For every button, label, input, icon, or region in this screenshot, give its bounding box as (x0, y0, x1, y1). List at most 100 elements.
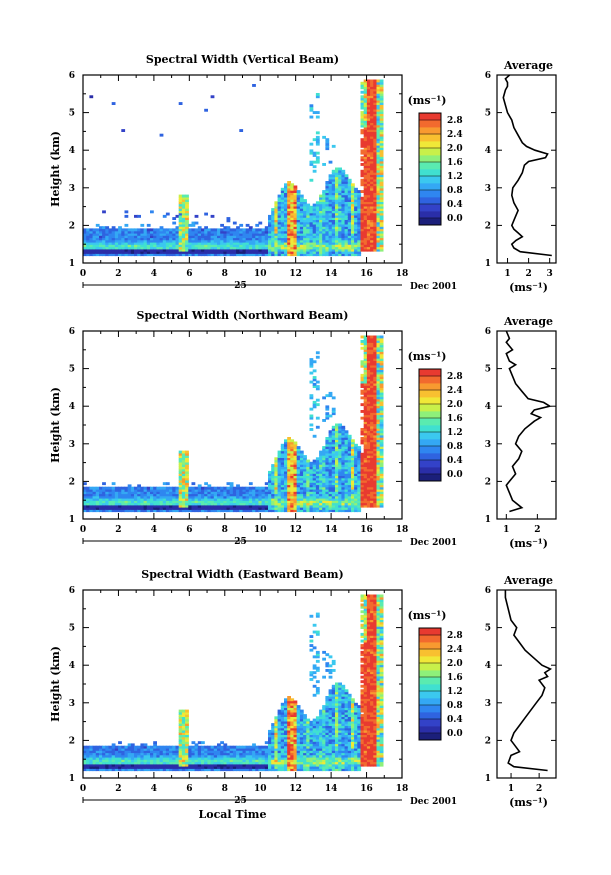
heatmap-cell (162, 235, 167, 239)
heatmap-cell (376, 201, 381, 205)
heatmap-cell (309, 239, 314, 243)
heatmap-cell (351, 470, 355, 474)
heatmap-cell (373, 360, 378, 364)
heatmap-cell (178, 241, 183, 245)
heatmap-cell (159, 500, 164, 504)
heatmap-cell (274, 248, 279, 252)
heatmap-cell (299, 486, 304, 490)
heatmap-cell (379, 208, 384, 211)
heatmap-cell (347, 450, 352, 454)
avg-profile-line (505, 330, 552, 513)
heatmap-cell (373, 246, 378, 250)
heatmap-cell (162, 502, 167, 506)
heatmap-cell (331, 217, 336, 220)
heatmap-cell (379, 210, 384, 214)
heatmap-cell (156, 509, 161, 513)
heatmap-cell (341, 221, 346, 225)
heatmap-cell (335, 425, 339, 429)
heatmap-cell (363, 183, 368, 187)
heatmap-cell (140, 223, 145, 227)
heatmap-cell (232, 493, 237, 497)
heatmap-cell (137, 241, 141, 245)
heatmap-cell (130, 502, 135, 506)
heatmap-cell (268, 507, 272, 510)
heatmap-cell (328, 212, 333, 216)
heatmap-cell (363, 122, 368, 126)
heatmap-cell (370, 93, 374, 96)
heatmap-cell (146, 504, 151, 508)
heatmap-cell (175, 497, 180, 501)
heatmap-cell (366, 482, 371, 486)
heatmap-cell (299, 493, 304, 497)
heatmap-cell (169, 768, 173, 772)
heatmap-cell (354, 201, 358, 205)
heatmap-cell (178, 466, 183, 470)
heatmap-cell (341, 479, 346, 483)
heatmap-cell (169, 486, 173, 490)
heatmap-cell (261, 502, 266, 506)
heatmap-cell (178, 194, 183, 198)
heatmap-cell (360, 144, 365, 148)
colorbar-swatch (419, 383, 441, 391)
heatmap-cell (204, 232, 208, 236)
heatmap-cell (185, 497, 189, 501)
heatmap-cell (328, 187, 333, 191)
heatmap-cell (159, 488, 164, 492)
heatmap-cell (102, 248, 106, 252)
heatmap-cell (89, 493, 94, 497)
heatmap-cell (153, 486, 157, 490)
heatmap-cell (137, 756, 141, 760)
heatmap-cell (344, 226, 349, 230)
heatmap-cell (181, 248, 186, 252)
heatmap-cell (363, 93, 368, 96)
heatmap-cell (207, 230, 212, 234)
heatmap-cell (181, 459, 186, 463)
heatmap-cell (373, 167, 378, 171)
heatmap-cell (306, 232, 311, 236)
heatmap-cell (134, 491, 138, 495)
heatmap-cell (357, 502, 362, 506)
heatmap-cell (293, 466, 298, 470)
heatmap-cell (290, 439, 295, 443)
heatmap-cell (299, 208, 304, 211)
heatmap-cell (293, 201, 298, 205)
heatmap-cell (268, 237, 272, 241)
heatmap-cell (271, 464, 275, 467)
heatmap-cell (277, 475, 282, 479)
heatmap-cell (296, 217, 301, 220)
heatmap-cell (312, 385, 317, 388)
heatmap-cell (370, 147, 374, 151)
heatmap-cell (258, 507, 263, 510)
avg-y-tick-label: 4 (485, 146, 491, 156)
heatmap-cell (280, 246, 285, 250)
heatmap-cell (373, 439, 378, 443)
heatmap-cell (239, 493, 244, 497)
heatmap-cell (127, 756, 132, 760)
heatmap-cell (105, 763, 110, 767)
heatmap-cell (379, 122, 384, 126)
heatmap-cell (309, 500, 314, 504)
heatmap-cell (325, 226, 330, 230)
heatmap-cell (370, 461, 374, 465)
heatmap-cell (338, 484, 342, 488)
heatmap-cell (312, 479, 317, 483)
heatmap-cell (284, 251, 288, 254)
heatmap-cell (322, 419, 326, 422)
heatmap-cell (204, 497, 208, 501)
heatmap-cell (105, 768, 110, 772)
heatmap-cell (271, 466, 275, 470)
heatmap-cell (373, 382, 378, 386)
heatmap-cell (299, 253, 304, 257)
heatmap-cell (309, 364, 314, 368)
heatmap-cell (178, 457, 183, 461)
heatmap-cell (319, 455, 323, 458)
heatmap-cell (357, 497, 362, 501)
heatmap-cell (242, 228, 247, 232)
heatmap-cell (108, 750, 113, 754)
heatmap-cell (351, 491, 355, 495)
heatmap-cell (105, 754, 110, 758)
heatmap-cell (277, 221, 282, 225)
heatmap-cell (191, 244, 196, 248)
heatmap-cell (264, 237, 269, 241)
heatmap-cell (338, 500, 342, 504)
